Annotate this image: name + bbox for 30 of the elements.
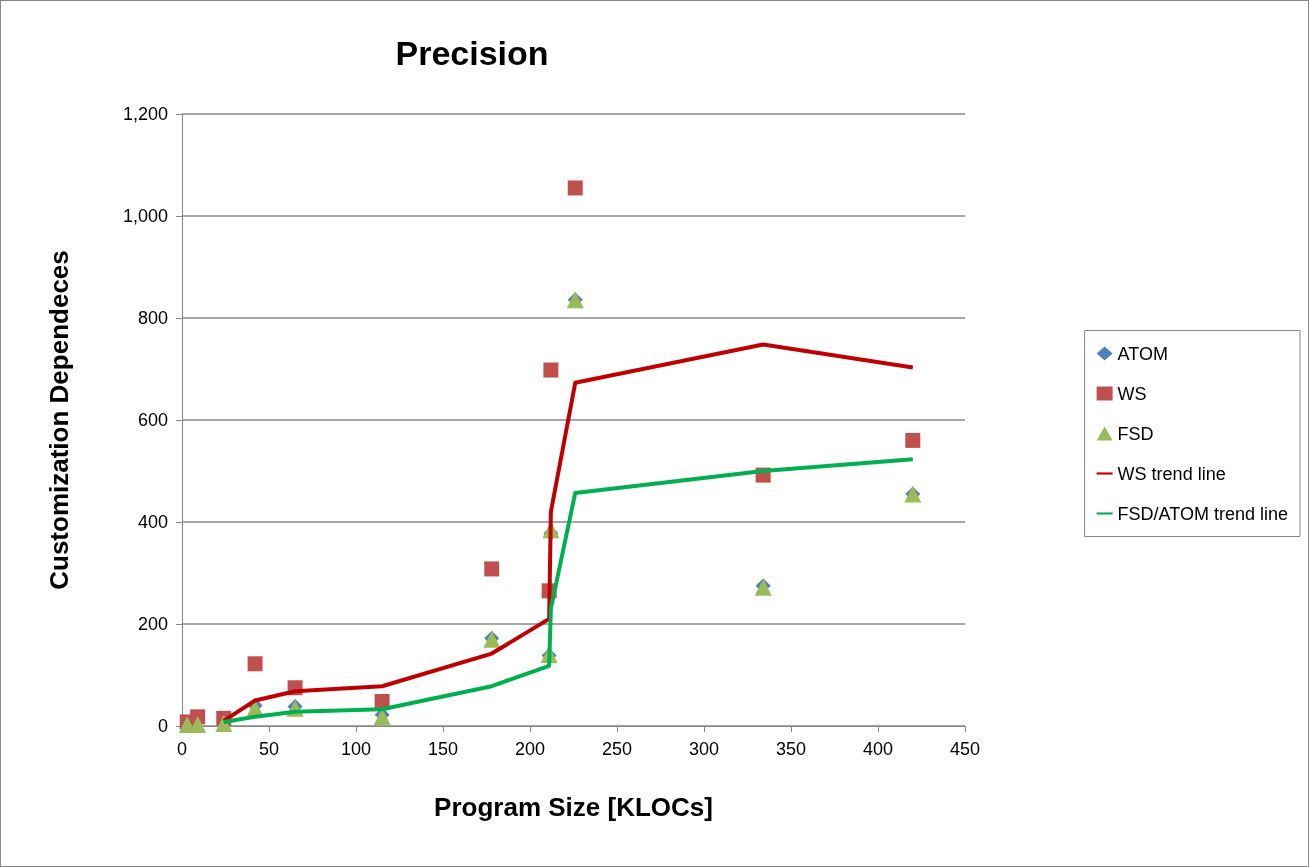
x-tick-label: 100 xyxy=(340,739,372,759)
chart-title: Precision xyxy=(395,34,549,72)
y-tick-label: 400 xyxy=(137,512,168,532)
x-tick-label: 50 xyxy=(258,739,280,759)
y-axis-title: Customization Dependeces xyxy=(44,250,74,590)
point xyxy=(247,656,263,672)
legend-label: WS xyxy=(1117,383,1147,404)
y-tick-label: 1,200 xyxy=(122,104,168,124)
legend-label: FSD/ATOM trend line xyxy=(1117,503,1289,524)
x-axis-title: Program Size [KLOCs] xyxy=(434,792,713,822)
x-tick-label: 300 xyxy=(688,739,720,759)
point xyxy=(567,180,583,196)
x-tick-label: 150 xyxy=(427,739,459,759)
point xyxy=(484,561,500,577)
x-tick-label: 350 xyxy=(775,739,807,759)
y-tick-label: 800 xyxy=(137,308,168,328)
y-tick-label: 600 xyxy=(137,410,168,430)
x-tick-label: 0 xyxy=(176,739,188,759)
legend-label: WS trend line xyxy=(1117,463,1226,484)
x-tick-label: 450 xyxy=(949,739,981,759)
point xyxy=(905,432,921,448)
x-tick-label: 400 xyxy=(862,739,894,759)
y-tick-label: 200 xyxy=(137,614,168,634)
legend-label: ATOM xyxy=(1117,343,1168,364)
point xyxy=(543,362,559,378)
x-tick-label: 250 xyxy=(601,739,633,759)
x-tick-label: 200 xyxy=(514,739,546,759)
y-tick-label: 0 xyxy=(157,716,168,736)
y-tick-label: 1,000 xyxy=(122,206,168,226)
legend-label: FSD xyxy=(1117,423,1154,444)
